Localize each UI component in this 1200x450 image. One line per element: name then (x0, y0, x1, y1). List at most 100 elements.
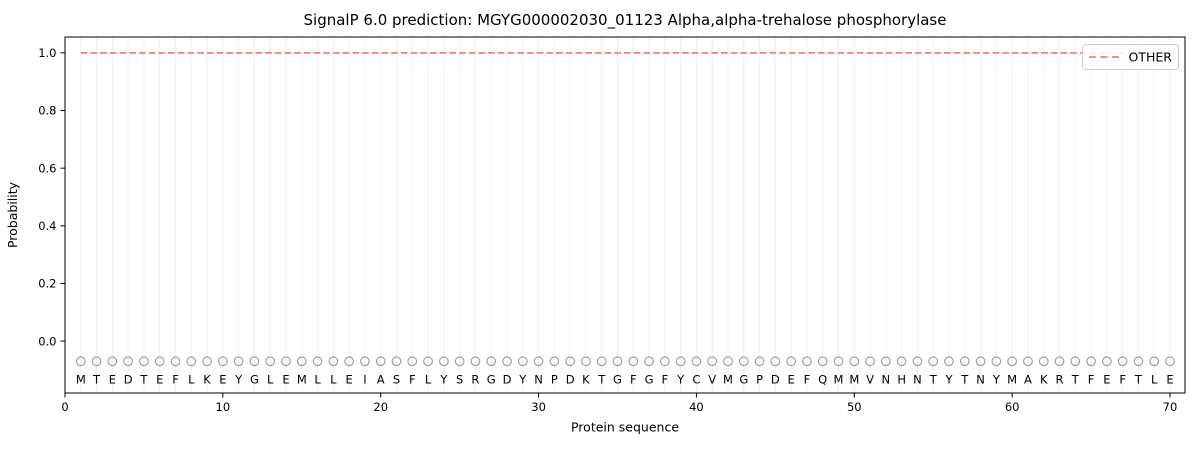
residue-letter: Q (818, 373, 827, 387)
legend-label: OTHER (1129, 50, 1173, 65)
residue-letter: C (692, 373, 700, 387)
residue-circle-marker (486, 356, 497, 367)
residue-letter: L (267, 373, 274, 387)
x-tick-label: 70 (1163, 400, 1178, 414)
residue-letter: N (882, 373, 891, 387)
residue-circle-marker (1133, 356, 1144, 367)
residue-circle-marker (265, 356, 276, 367)
y-axis-label: Probability (5, 181, 20, 248)
residue-letter: D (124, 373, 133, 387)
residue-circle-marker (912, 356, 923, 367)
residue-letter: F (662, 373, 669, 387)
residue-circle-marker (1117, 356, 1128, 367)
residue-letter: R (1056, 373, 1064, 387)
residue-circle-marker (975, 356, 986, 367)
residue-circle-marker (470, 356, 481, 367)
residue-circle-marker (754, 356, 765, 367)
residue-letter: E (109, 373, 116, 387)
residue-circle-marker (1023, 356, 1033, 367)
residue-circle-marker (738, 356, 749, 367)
residue-letter: E (1103, 373, 1110, 387)
legend-box (1082, 44, 1179, 70)
residue-letter: Y (676, 373, 685, 387)
residue-circle-marker (328, 356, 339, 367)
x-tick-label: 40 (689, 400, 704, 414)
residue-letter: P (756, 373, 763, 387)
residue-markers (75, 356, 1175, 367)
residue-letter: E (282, 373, 289, 387)
residue-letter: Y (992, 373, 1001, 387)
y-tick-label: 0.8 (38, 104, 56, 118)
x-tick-label: 0 (61, 400, 68, 414)
residue-circle-marker (944, 356, 954, 367)
residue-letter: K (203, 373, 211, 387)
residue-circle-marker (1101, 356, 1112, 367)
residue-letter: M (723, 373, 733, 387)
residue-circle-marker (1070, 356, 1081, 367)
residue-circle-marker (186, 356, 197, 367)
residue-letter: N (913, 373, 922, 387)
residue-letter: N (976, 373, 985, 387)
residue-circle-marker (123, 356, 134, 367)
residue-letter: T (929, 373, 938, 387)
residue-letter: V (708, 373, 716, 387)
residue-circle-marker (1086, 356, 1096, 367)
residue-letter: D (503, 373, 512, 387)
residue-circle-marker (502, 356, 512, 367)
residue-circle-marker (596, 356, 607, 367)
residue-letter: T (1134, 373, 1143, 387)
residue-letter: S (393, 373, 400, 387)
y-tick-label: 0.4 (38, 219, 56, 233)
residue-letter: T (597, 373, 606, 387)
residue-letter: E (156, 373, 163, 387)
residue-letter: G (613, 373, 622, 387)
residue-letter: T (139, 373, 148, 387)
residue-circle-marker (928, 356, 939, 367)
residue-circle-marker (691, 356, 702, 367)
residue-circle-marker (139, 356, 149, 367)
x-axis-label: Protein sequence (571, 420, 679, 435)
y-tick-label: 0.6 (38, 161, 56, 175)
residue-letter: F (172, 373, 179, 387)
residue-circle-marker (517, 356, 528, 367)
residue-letter: S (456, 373, 463, 387)
x-axis-ticks: 0 10 20 30 40 50 60 70 (61, 393, 1177, 414)
residue-circle-marker (1054, 356, 1065, 367)
residue-circle-marker (423, 356, 433, 367)
residue-circle-marker (360, 356, 370, 367)
residue-circle-marker (375, 356, 386, 367)
residue-circle-marker (565, 356, 576, 367)
residue-letter: D (771, 373, 780, 387)
residue-circle-marker (549, 356, 560, 367)
x-tick-label: 50 (847, 400, 862, 414)
residue-letter: Y (234, 373, 243, 387)
residue-circle-marker (581, 356, 591, 367)
residue-letter: L (330, 373, 337, 387)
residue-letter: Y (944, 373, 953, 387)
residue-letter: L (425, 373, 432, 387)
residue-circle-marker (233, 356, 244, 367)
residue-circle-marker (880, 356, 891, 367)
residue-letter: A (1024, 373, 1032, 387)
residue-letter: G (645, 373, 654, 387)
residue-letter: L (1151, 373, 1158, 387)
residue-letter: F (630, 373, 637, 387)
y-tick-label: 1.0 (38, 46, 56, 60)
residue-letter: E (346, 373, 353, 387)
residue-circle-marker (75, 356, 86, 367)
residue-letter: A (377, 373, 385, 387)
residue-letter: F (409, 373, 416, 387)
residue-circle-marker (1038, 356, 1049, 367)
residue-letter: L (188, 373, 195, 387)
residue-letter: K (582, 373, 590, 387)
residue-circle-marker (438, 356, 449, 367)
residue-letter: Y (518, 373, 527, 387)
residue-letter: F (1119, 373, 1126, 387)
residue-letter: M (849, 373, 859, 387)
x-tick-label: 30 (531, 400, 546, 414)
residue-letter: V (866, 373, 874, 387)
residue-letter: H (897, 373, 906, 387)
